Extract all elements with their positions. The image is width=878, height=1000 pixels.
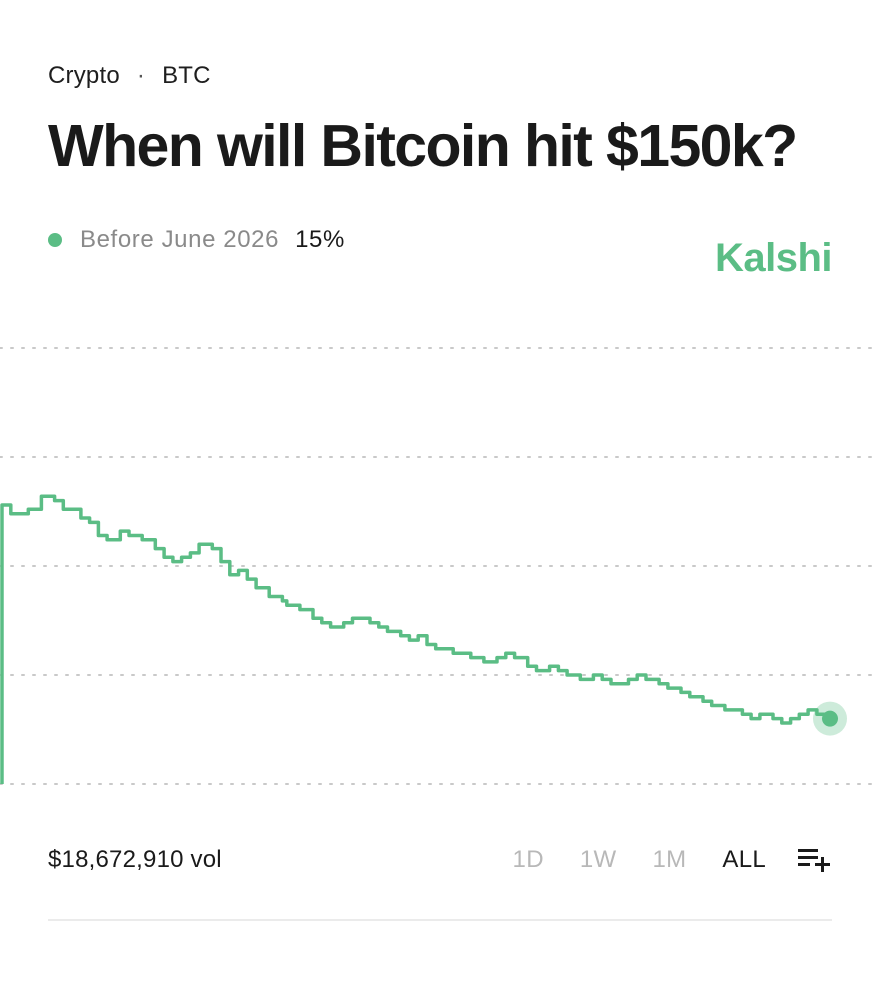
range-1w-button[interactable]: 1W (579, 846, 617, 873)
range-1d-button[interactable]: 1D (512, 846, 544, 873)
legend-series-value: 15% (295, 226, 345, 253)
page-title: When will Bitcoin hit $150k? (48, 113, 798, 179)
price-chart (0, 347, 878, 785)
range-all-button[interactable]: ALL (722, 846, 766, 873)
legend-series-name: Before June 2026 (80, 226, 280, 253)
playlist-add-glyph (798, 849, 830, 872)
kalshi-logo: Kalshi (714, 236, 833, 280)
chart-footer: $18,672,910 vol 1D 1W 1M ALL (48, 840, 832, 880)
volume-label: $18,672,910 vol (48, 846, 222, 873)
breadcrumb-ticker[interactable]: BTC (162, 62, 211, 89)
breadcrumb-separator: · (136, 62, 146, 89)
series-color-dot (48, 233, 62, 247)
chart-legend: Before June 2026 15% (48, 225, 345, 255)
playlist-add-icon[interactable] (798, 847, 832, 873)
series-line-before-june-2026 (0, 494, 830, 784)
footer-divider (48, 919, 832, 921)
current-point-marker (822, 710, 838, 727)
breadcrumb: Crypto · BTC (48, 62, 211, 90)
breadcrumb-category[interactable]: Crypto (48, 62, 120, 89)
range-1m-button[interactable]: 1M (652, 846, 687, 873)
time-range-selector: 1D 1W 1M ALL (477, 846, 832, 874)
